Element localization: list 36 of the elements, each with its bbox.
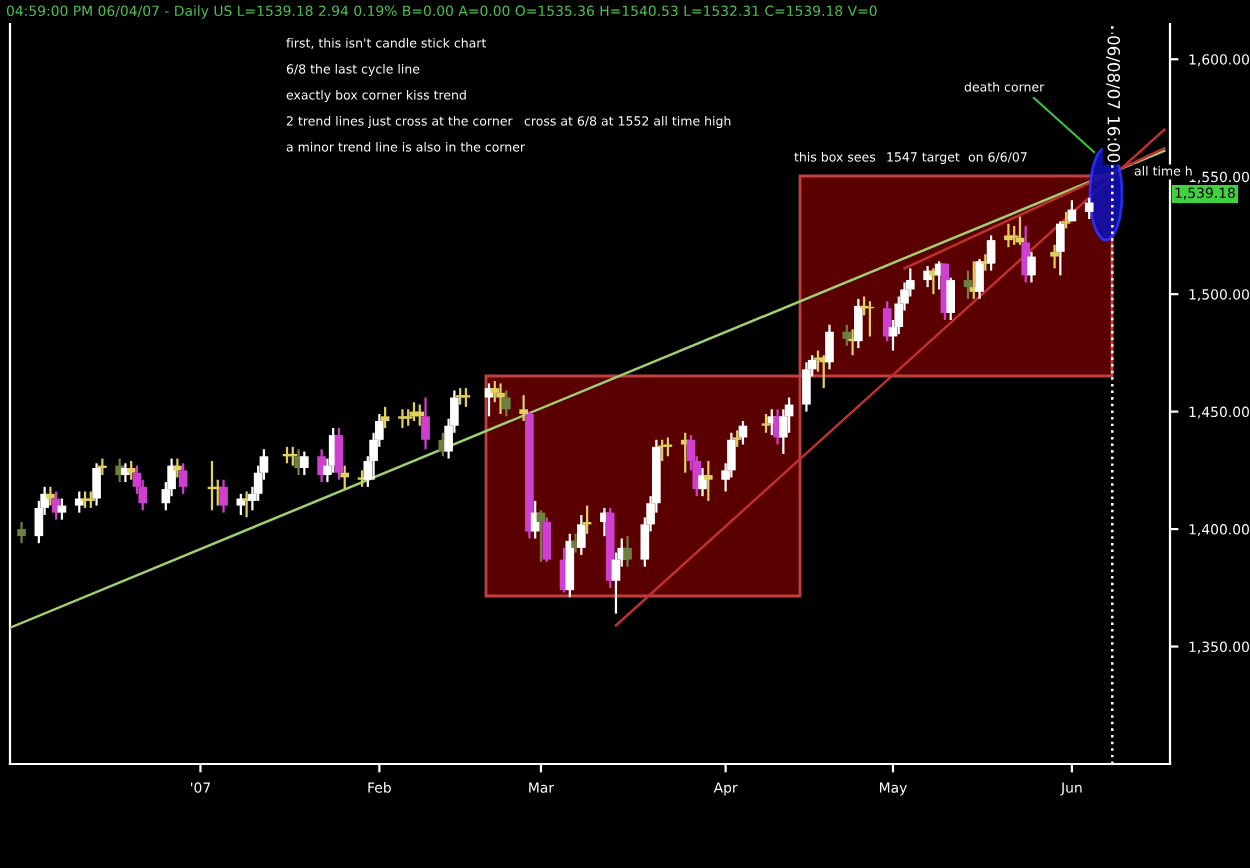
candlestick (802, 361, 811, 413)
candlestick (496, 382, 505, 416)
candlestick (761, 412, 771, 434)
candlestick (854, 297, 863, 350)
candlestick (46, 485, 55, 507)
candlestick (542, 516, 552, 564)
candlestick (57, 497, 67, 521)
candlestick (288, 445, 298, 467)
candlestick (623, 535, 632, 568)
candlestick (698, 466, 707, 498)
candlestick (975, 257, 984, 300)
candlestick (703, 459, 713, 502)
candlestick (1027, 250, 1036, 284)
candlestick (825, 323, 834, 371)
candlestick (1084, 196, 1094, 221)
candlestick (946, 276, 956, 322)
candlestick (300, 450, 309, 477)
candlestick (519, 394, 528, 423)
candlestick (501, 389, 511, 418)
candlestick (380, 405, 390, 430)
candlestick (421, 396, 430, 451)
candlestick (92, 462, 101, 507)
candlestick (842, 323, 852, 347)
candlestick (17, 520, 26, 545)
candlestick (577, 513, 586, 557)
candlestick (74, 490, 84, 514)
candlestick (219, 478, 228, 514)
candlestick (1056, 220, 1065, 277)
ref-line-label: 06/08/07 16:00 (1106, 36, 1121, 163)
candlestick (657, 438, 667, 463)
candlestick (126, 459, 136, 481)
candlestick (178, 462, 188, 495)
candlestick (1050, 243, 1059, 270)
candlestick (1009, 224, 1019, 246)
candlestick (882, 300, 892, 343)
candlestick (963, 269, 973, 300)
